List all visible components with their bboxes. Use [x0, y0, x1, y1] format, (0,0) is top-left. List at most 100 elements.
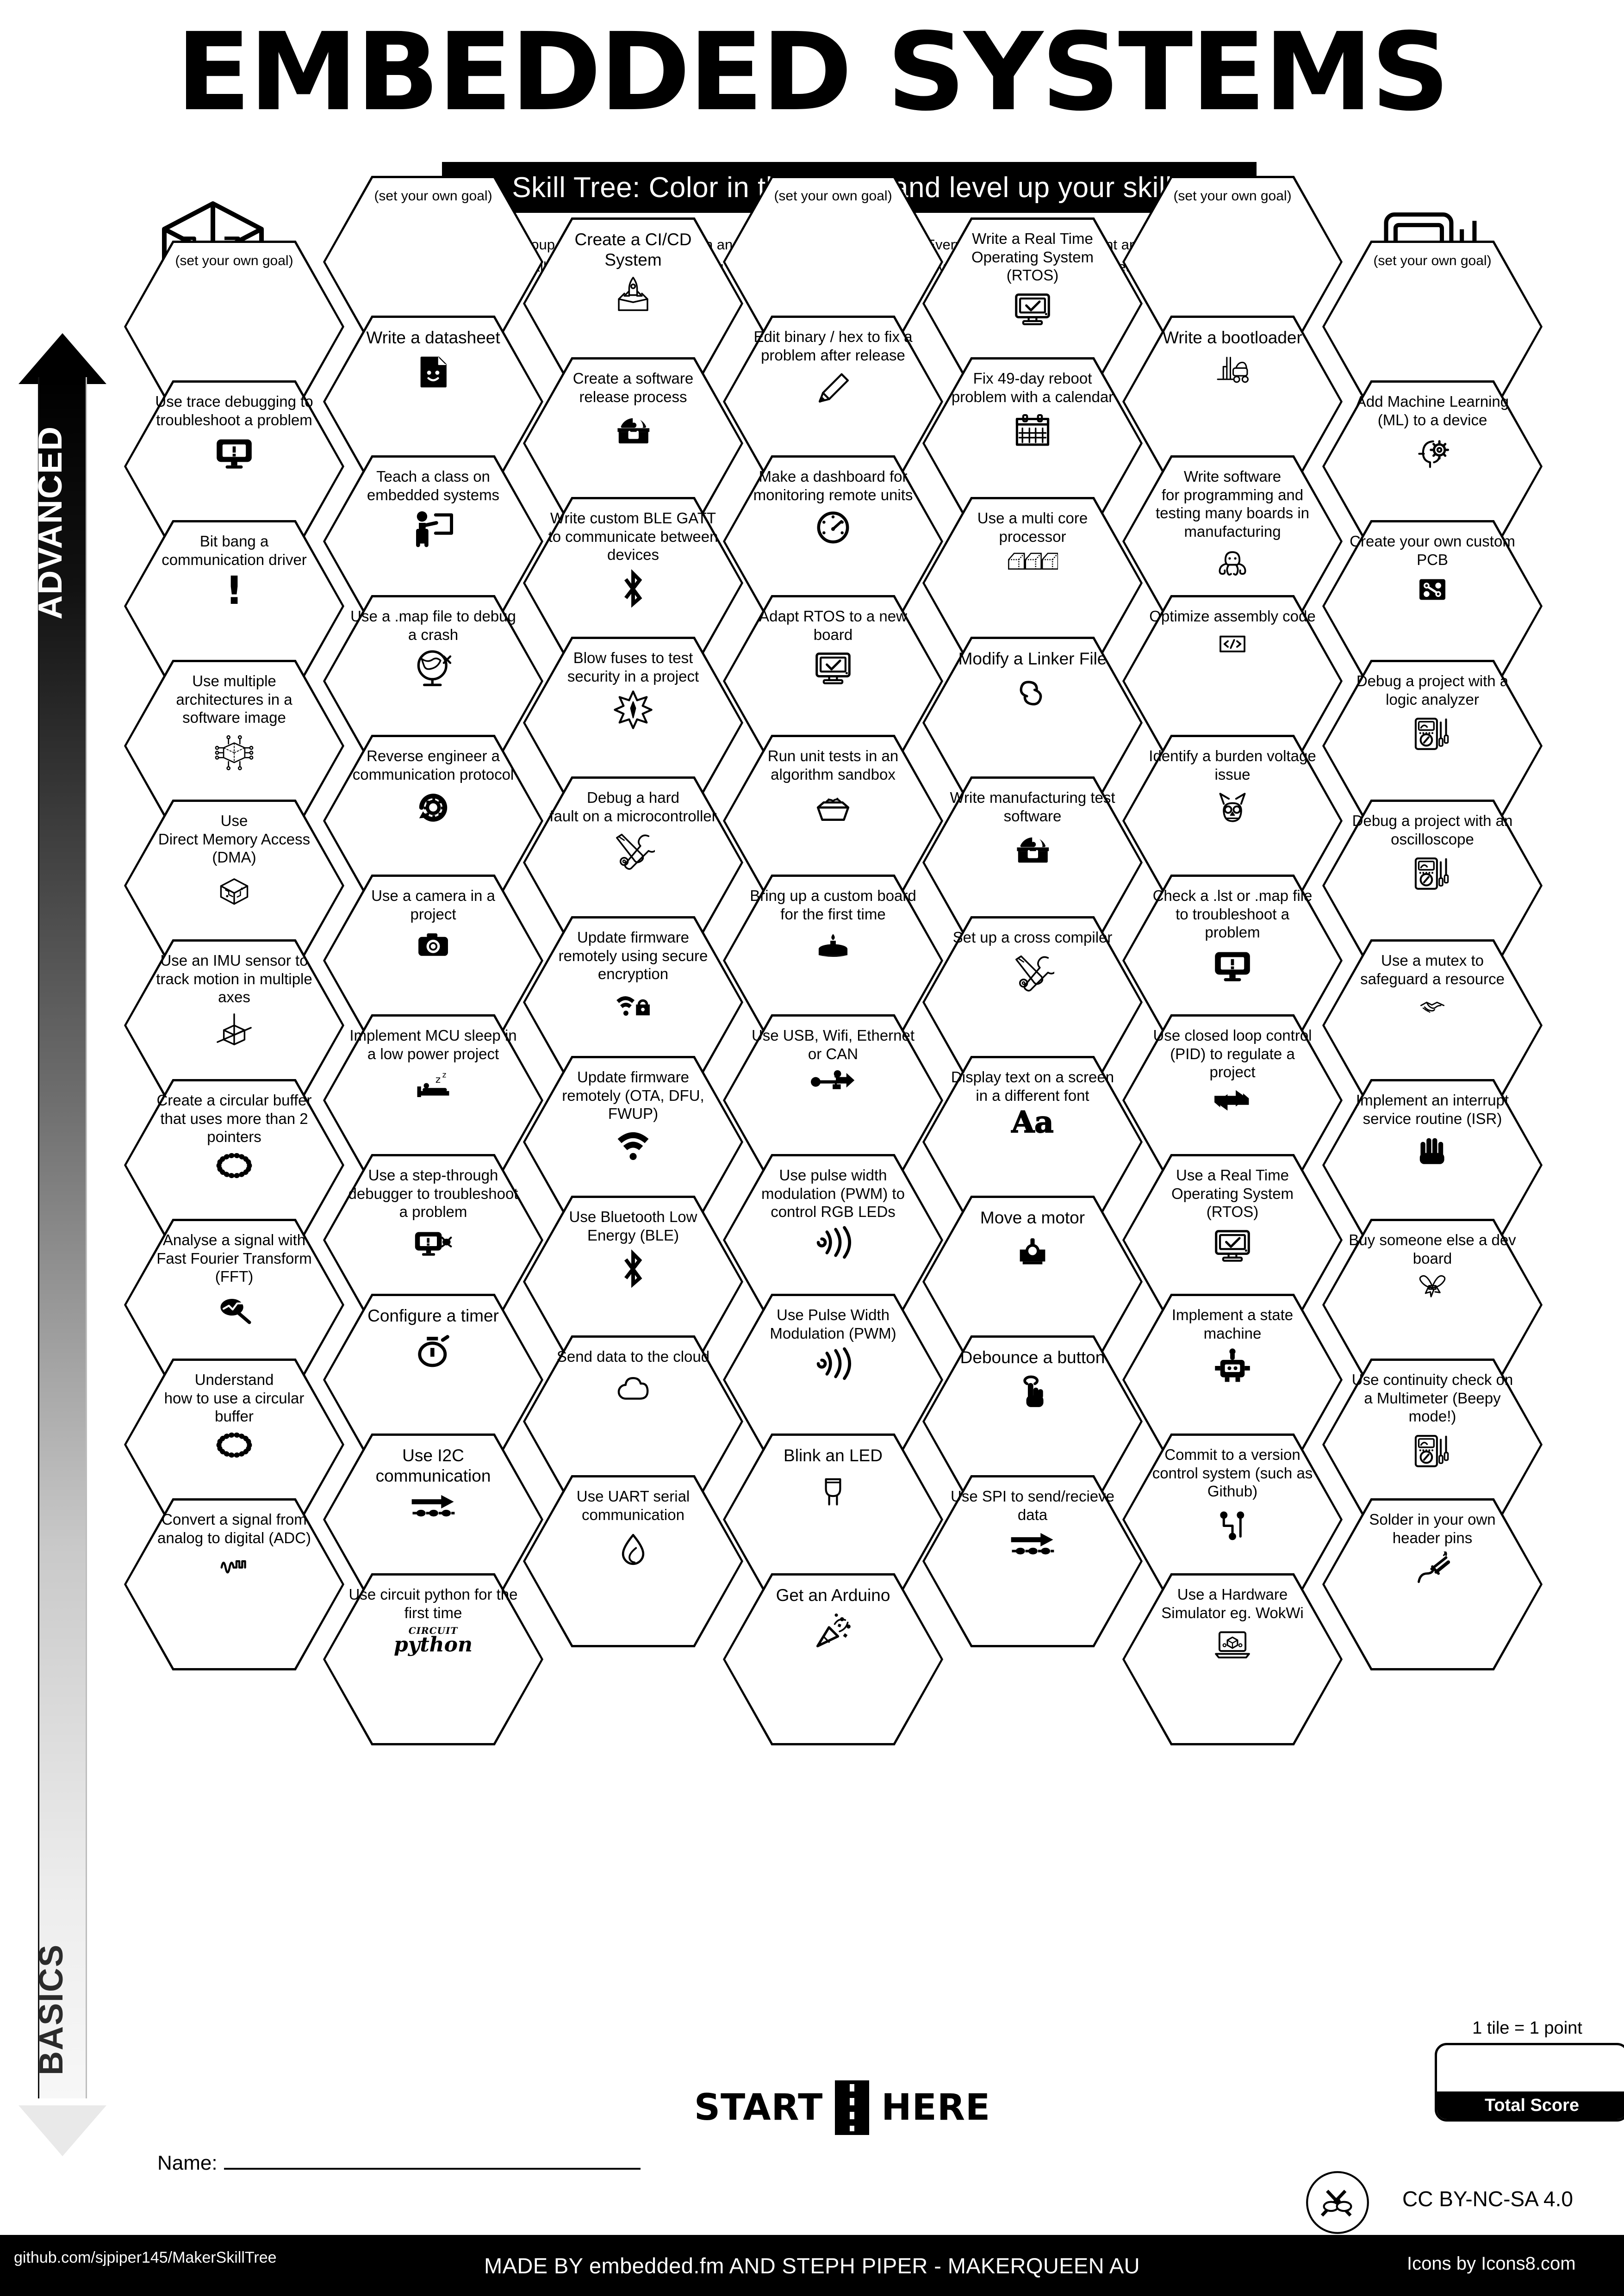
- release-box-icon: [612, 410, 654, 447]
- skill-tile-label: Get an Arduino: [776, 1586, 890, 1605]
- skill-tile[interactable]: Implement MCU sleep in a low power proje…: [323, 1014, 543, 1186]
- skill-tile-label: Set up a cross compiler: [952, 929, 1113, 946]
- goal-placeholder-label: (set your own goal): [774, 188, 892, 204]
- gift-bow-icon: [1400, 1272, 1465, 1306]
- skill-tile[interactable]: Solder in your own header pins: [1322, 1498, 1543, 1670]
- tools-icon: [1011, 951, 1054, 992]
- droplet-icon: [615, 1528, 651, 1569]
- skill-tile[interactable]: Use a Hardware Simulator eg. WokWi: [1122, 1573, 1343, 1745]
- skill-tile[interactable]: Run unit tests in an algorithm sandbox: [723, 735, 943, 907]
- skill-tile[interactable]: Implement an interrupt service routine (…: [1322, 1079, 1543, 1251]
- skill-tile[interactable]: Identify a burden voltage issue: [1122, 735, 1343, 907]
- skill-tile-label: Reverse engineer a communication protoco…: [352, 747, 514, 783]
- skill-tile-label: Move a motor: [980, 1208, 1085, 1227]
- skill-tile-label: Write a Real Time Operating System (RTOS…: [971, 230, 1094, 284]
- skill-tile[interactable]: Use a camera in a project: [323, 875, 543, 1047]
- skill-tile-label: Add Machine Learning (ML) to a device: [1356, 393, 1509, 428]
- monitor-alert-icon: [1211, 946, 1254, 985]
- name-write-line[interactable]: [224, 2168, 641, 2170]
- skill-tile-label: Update firmware remotely (OTA, DFU, FWUP…: [562, 1068, 704, 1123]
- chip-cube-icon: [212, 732, 256, 772]
- axes-cube-icon: [213, 1011, 255, 1051]
- svg-text:z: z: [442, 1071, 447, 1080]
- skill-tile-label: Use a Hardware Simulator eg. WokWi: [1161, 1586, 1304, 1621]
- skill-tile-label: Use circuit python for the first time: [348, 1586, 518, 1621]
- loop-arrows-icon: [1211, 1086, 1254, 1115]
- bluetooth-icon: [618, 569, 648, 609]
- skill-tile-label: Use a step-through debugger to troublesh…: [348, 1167, 518, 1221]
- skill-tile[interactable]: Write manufacturing test software: [922, 776, 1143, 949]
- skill-tile-label: Use SPI to send/recieve data: [950, 1488, 1114, 1523]
- ml-head-icon: [1412, 434, 1452, 472]
- document-icon: [416, 353, 450, 391]
- skill-tile-label: Create a circular buffer that uses more …: [156, 1092, 312, 1146]
- skill-tile[interactable]: Create your own custom PCB: [1322, 520, 1543, 692]
- memory-block-icon: [212, 871, 256, 910]
- skill-tile[interactable]: Create a CI/CD System: [523, 217, 743, 390]
- skill-tile[interactable]: Use circuit python for the first time CIR…: [323, 1573, 543, 1745]
- skill-tile-label: Run unit tests in an algorithm sandbox: [767, 747, 899, 783]
- skill-tile[interactable]: Write a datasheet: [323, 316, 543, 488]
- name-label: Name:: [157, 2152, 218, 2174]
- skill-tile-label: Use I2C communication: [375, 1446, 491, 1485]
- teacher-icon: [413, 509, 453, 548]
- skill-tile[interactable]: Use pulse width modulation (PWM) to cont…: [723, 1154, 943, 1326]
- skill-tile-label: Debug a project with an oscilloscope: [1352, 812, 1513, 848]
- branch-icon: [1216, 1505, 1249, 1545]
- skill-tile[interactable]: Get an Arduino: [723, 1573, 943, 1745]
- total-score-box[interactable]: Total Score: [1435, 2043, 1624, 2122]
- waves-icon: [811, 1347, 855, 1380]
- hand-stop-icon: [1413, 1132, 1452, 1169]
- skill-tile-label: Use UART serial communication: [576, 1488, 690, 1523]
- made-by-text: MADE BY embedded.fm AND STEPH PIPER - MA…: [484, 2253, 1140, 2278]
- pcb-icon: [1413, 573, 1451, 606]
- skill-tile-label: Identify a burden voltage issue: [1149, 747, 1316, 783]
- skill-tile-label: Display text on a screen in a different …: [951, 1068, 1114, 1104]
- multimeter-icon: [1413, 713, 1451, 755]
- skill-tile[interactable]: Fix 49-day reboot problem with a calenda…: [922, 357, 1143, 529]
- skill-tile[interactable]: Convert a signal from analog to digital …: [124, 1498, 344, 1670]
- circular-buffer-icon: [213, 1430, 255, 1460]
- circular-buffer-icon: [213, 1151, 255, 1180]
- skill-tile[interactable]: Use a .map file to debug a crash: [323, 595, 543, 767]
- name-field-row[interactable]: Name:: [157, 2152, 641, 2175]
- skill-tile-label: Create a CI/CD System: [574, 230, 692, 269]
- hex-outline: [1322, 1498, 1543, 1670]
- skill-tile[interactable]: Edit binary / hex to fix a problem after…: [723, 316, 943, 488]
- skill-tile[interactable]: Use UART serial communication: [523, 1475, 743, 1647]
- skill-tile-label: Buy someone else a dev board: [1349, 1231, 1516, 1267]
- pencil-icon: [812, 369, 854, 408]
- skill-tile-label: Use closed loop control (PID) to regulat…: [1153, 1027, 1312, 1081]
- party-popper-icon: [812, 1610, 854, 1651]
- skill-tile-label: Use an IMU sensor to track motion in mul…: [156, 952, 312, 1006]
- skill-tile-label: Use USB, Wifi, Ethernet or CAN: [751, 1027, 915, 1062]
- skill-tile-label: Use trace debugging to troubleshoot a pr…: [155, 393, 313, 428]
- github-link[interactable]: github.com/sjpiper145/MakerSkillTree: [14, 2249, 277, 2266]
- skill-tile[interactable]: (set your own goal): [124, 241, 344, 413]
- skill-tile-label: Write a bootloader: [1163, 328, 1302, 347]
- skill-tile[interactable]: Bit bang a communication driver!: [124, 520, 344, 692]
- skill-tile-label: Bit bang a communication driver: [162, 533, 307, 568]
- skill-tile[interactable]: Modify a Linker File: [922, 637, 1143, 809]
- skill-tile-label: Create a software release process: [572, 370, 694, 405]
- skill-tile-label: Write software for programming and testin…: [1155, 468, 1309, 540]
- wifi-lock-icon: [611, 988, 655, 1024]
- cloud-icon: [611, 1371, 655, 1405]
- skill-tile[interactable]: Use SPI to send/recieve data: [922, 1475, 1143, 1647]
- skill-tile-label: Use pulse width modulation (PWM) to cont…: [761, 1167, 905, 1221]
- skill-tile-label: Use continuity check on a Multimeter (Be…: [1351, 1371, 1513, 1425]
- circuitpython-icon: CIRCUIT python: [394, 1625, 473, 1657]
- skill-tile-label: Configure a timer: [367, 1306, 499, 1325]
- tools-icon: [611, 830, 655, 870]
- link-icon: [1015, 674, 1050, 712]
- code-icon: [1212, 630, 1253, 659]
- skill-tile-label: Use Direct Memory Access (DMA): [158, 812, 311, 866]
- signal-magnifier-icon: [212, 1291, 256, 1328]
- hex-outline: [124, 1498, 344, 1670]
- hex-outline: [922, 1475, 1143, 1647]
- skill-tile-label: Understand how to use a circular buffer: [164, 1371, 305, 1425]
- skill-tile-label: Debug a hard fault on a microcontroller: [549, 789, 717, 825]
- skill-tile-label: Edit binary / hex to fix a problem after…: [753, 328, 913, 364]
